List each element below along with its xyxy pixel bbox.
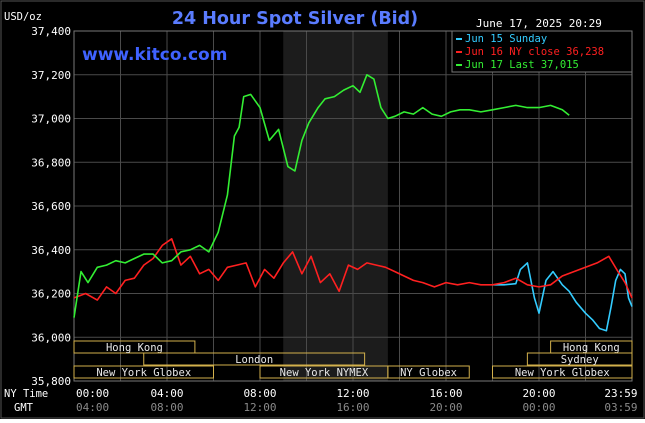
session-bar: London <box>143 352 366 366</box>
series-line-1 <box>73 238 633 301</box>
x-tick-label-ny: 12:00 <box>336 387 369 400</box>
session-label: Hong Kong <box>106 342 163 354</box>
chart-timestamp: June 17, 2025 20:29 <box>476 17 602 30</box>
session-label: New York Globex <box>515 367 610 379</box>
session-bar-box <box>492 365 633 379</box>
session-bar-box <box>73 365 214 379</box>
session-bar: New York Globex <box>73 365 214 379</box>
session-label: New York Globex <box>96 367 191 379</box>
y-tick-label: 36,000 <box>31 331 71 344</box>
x-tick-label-gmt: 03:59 <box>604 401 637 414</box>
y-axis-label: USD/oz <box>4 11 42 23</box>
y-tick-label: 37,400 <box>31 25 71 38</box>
x-tick-label-ny: 20:00 <box>522 387 555 400</box>
series-line-2 <box>73 74 570 318</box>
y-tick-labels: 35,800 36,000 36,200 36,400 36,600 36,800 37,0… <box>31 25 71 388</box>
x-tick-label-ny: 04:00 <box>150 387 183 400</box>
y-tick-label: 37,000 <box>31 113 71 126</box>
session-label: Hong Kong <box>563 342 620 354</box>
x-tick-label-gmt: 04:00 <box>76 401 109 414</box>
x-tick-label-gmt: 00:00 <box>522 401 555 414</box>
session-bar: New York Globex <box>492 365 633 379</box>
session-bar: NY Globex <box>387 365 470 379</box>
y-tick-label: 36,800 <box>31 156 71 169</box>
session-label: NY Globex <box>400 367 457 379</box>
chart-title: 24 Hour Spot Silver (Bid) <box>172 9 418 29</box>
watermark: www.kitco.com <box>82 45 227 65</box>
session-bar: Sydney <box>526 352 633 366</box>
series-lines <box>73 74 633 332</box>
x-tick-label-ny: 23:59 <box>604 387 637 400</box>
legend-entry: Jun 15 Sunday <box>465 33 547 45</box>
legend-entry: Jun 17 Last 37,015 <box>465 59 579 71</box>
x-tick-label-ny: 16:00 <box>429 387 462 400</box>
y-tick-label: 37,200 <box>31 69 71 82</box>
series-line-0 <box>492 262 633 332</box>
x-axis-label-ny: NY Time <box>4 388 48 400</box>
x-tick-label-gmt: 08:00 <box>150 401 183 414</box>
x-axis-label-gmt: GMT <box>14 402 34 414</box>
session-bar: Hong Kong <box>73 340 196 354</box>
x-tick-label-gmt: 20:00 <box>429 401 462 414</box>
x-tick-label-gmt: 12:00 <box>243 401 276 414</box>
x-tick-label-ny: 00:00 <box>76 387 109 400</box>
session-bar-box <box>387 365 470 379</box>
x-tick-labels: 00:00 04:00 08:00 12:00 16:00 20:00 23:5904:00… <box>76 387 638 414</box>
session-label: London <box>235 354 273 366</box>
session-label: New York NYMEX <box>280 367 369 379</box>
y-tick-label: 36,200 <box>31 288 71 301</box>
session-label: Sydney <box>561 354 599 366</box>
x-tick-label-gmt: 16:00 <box>336 401 369 414</box>
session-bar-box <box>73 340 196 354</box>
y-tick-label: 36,400 <box>31 244 71 257</box>
y-tick-label: 35,800 <box>31 375 71 388</box>
session-bar-box <box>143 352 366 366</box>
x-tick-label-ny: 08:00 <box>243 387 276 400</box>
legend-box <box>451 30 633 73</box>
session-bar-box <box>526 352 633 366</box>
y-tick-label: 36,600 <box>31 200 71 213</box>
plot-border <box>73 30 633 382</box>
legend-entry: Jun 16 NY close 36,238 <box>465 46 604 58</box>
